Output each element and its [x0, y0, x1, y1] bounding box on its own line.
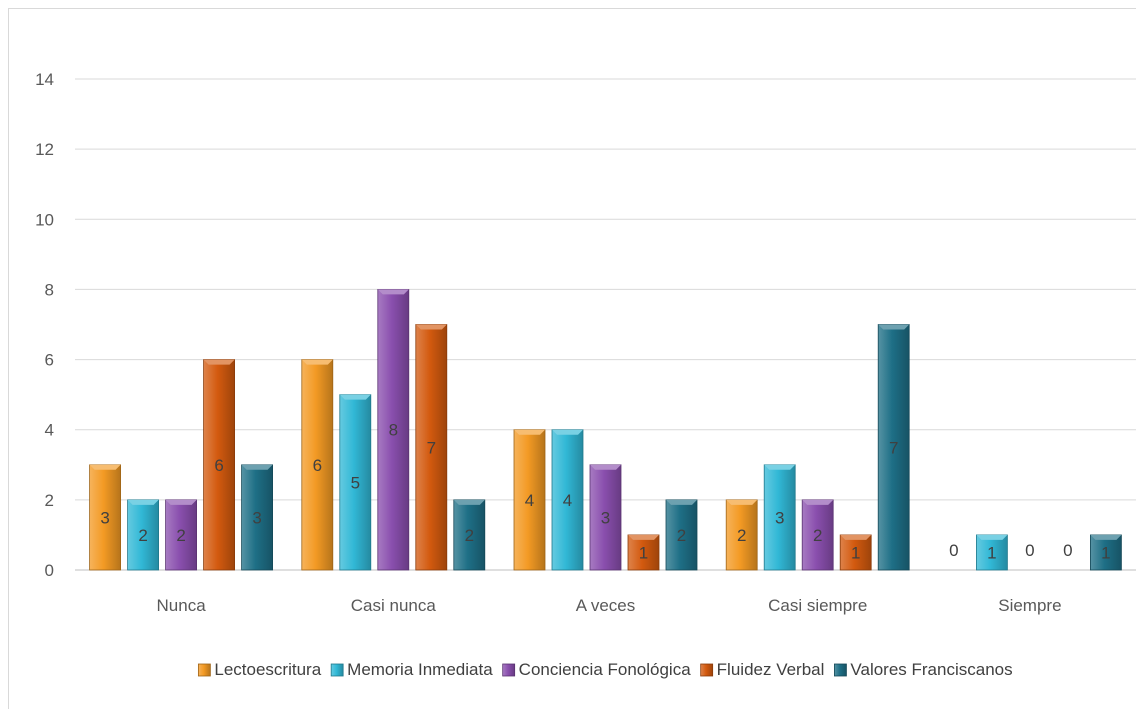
- data-label: 2: [138, 526, 147, 545]
- bar[interactable]: [301, 359, 334, 571]
- y-tick-label: 14: [35, 70, 54, 89]
- data-label: 4: [563, 491, 572, 510]
- x-tick-label: Siempre: [998, 596, 1061, 615]
- y-tick-label: 6: [45, 351, 54, 370]
- bar-bevel: [764, 464, 796, 470]
- bar[interactable]: [453, 499, 486, 571]
- bar[interactable]: [665, 499, 698, 571]
- bar[interactable]: [976, 534, 1008, 571]
- bar-bevel: [878, 324, 910, 330]
- bar[interactable]: [203, 359, 236, 571]
- bar-bevel: [840, 534, 872, 540]
- data-label: 3: [601, 508, 610, 527]
- data-label: 2: [677, 526, 686, 545]
- bar-bevel: [666, 499, 697, 505]
- bar-bevel: [241, 464, 273, 470]
- data-label: 0: [1025, 541, 1034, 560]
- data-label: 2: [465, 526, 474, 545]
- legend-entry[interactable]: Valores Franciscanos: [850, 660, 1012, 679]
- data-label: 4: [525, 491, 534, 510]
- bar[interactable]: [627, 534, 660, 571]
- data-label: 1: [639, 543, 648, 562]
- bar-bevel: [203, 359, 235, 365]
- bar-bevel: [127, 499, 159, 505]
- bar-bevel: [301, 359, 333, 365]
- data-label: 1: [987, 543, 996, 562]
- data-label: 6: [313, 456, 322, 475]
- data-label: 8: [389, 421, 398, 440]
- bar-bevel: [802, 499, 834, 505]
- bar[interactable]: [513, 429, 546, 571]
- bar[interactable]: [1090, 534, 1122, 571]
- data-label: 2: [737, 526, 746, 545]
- x-tick-label: Casi siempre: [768, 596, 867, 615]
- y-tick-label: 2: [45, 491, 54, 510]
- bar[interactable]: [127, 499, 159, 571]
- bar-bevel: [377, 289, 409, 295]
- bar[interactable]: [165, 499, 198, 571]
- data-label: 1: [1101, 543, 1110, 562]
- y-tick-label: 4: [45, 421, 54, 440]
- bar-bevel: [165, 499, 197, 505]
- data-label: 6: [214, 456, 223, 475]
- bar-bevel: [415, 324, 447, 330]
- bar-bevel: [726, 499, 758, 505]
- data-label: 3: [252, 508, 261, 527]
- bar[interactable]: [839, 534, 872, 571]
- bar[interactable]: [763, 464, 796, 571]
- data-label: 3: [100, 508, 109, 527]
- bar-bevel: [453, 499, 485, 505]
- y-tick-label: 0: [45, 561, 54, 580]
- bar[interactable]: [377, 289, 410, 571]
- legend-swatch[interactable]: [197, 663, 211, 677]
- bar-bevel: [514, 429, 545, 435]
- data-label: 7: [427, 438, 436, 457]
- data-label: 0: [949, 541, 958, 560]
- bar-bevel: [590, 464, 621, 470]
- legend-entry[interactable]: Fluidez Verbal: [717, 660, 825, 679]
- data-label: 1: [851, 543, 860, 562]
- x-tick-label: Casi nunca: [351, 596, 437, 615]
- bar[interactable]: [241, 464, 274, 571]
- x-tick-label: Nunca: [157, 596, 207, 615]
- bar-bevel: [628, 534, 659, 540]
- bar[interactable]: [415, 324, 448, 571]
- bar[interactable]: [725, 499, 758, 571]
- bar-bevel: [89, 464, 121, 470]
- bar-bevel: [552, 429, 583, 435]
- legend-swatch[interactable]: [834, 663, 847, 677]
- bar-bevel: [339, 394, 371, 400]
- chart-frame: [8, 8, 1136, 709]
- x-tick-label: A veces: [576, 596, 636, 615]
- legend-swatch[interactable]: [502, 663, 516, 677]
- y-tick-label: 8: [45, 280, 54, 299]
- data-label: 0: [1063, 541, 1072, 560]
- data-label: 2: [176, 526, 185, 545]
- data-label: 3: [775, 508, 784, 527]
- data-label: 7: [889, 438, 898, 457]
- legend-entry[interactable]: Lectoescritura: [214, 660, 321, 679]
- bar[interactable]: [339, 394, 372, 571]
- data-label: 2: [813, 526, 822, 545]
- legend-swatch[interactable]: [330, 663, 344, 677]
- bar-bevel: [1090, 534, 1122, 540]
- bar[interactable]: [801, 499, 834, 571]
- y-tick-label: 10: [35, 210, 54, 229]
- data-label: 5: [351, 473, 360, 492]
- legend-swatch[interactable]: [700, 663, 714, 677]
- legend-entry[interactable]: Memoria Inmediata: [347, 660, 493, 679]
- y-tick-label: 12: [35, 140, 54, 159]
- bar-bevel: [976, 534, 1008, 540]
- bar[interactable]: [589, 464, 622, 571]
- legend-entry[interactable]: Conciencia Fonológica: [519, 660, 692, 679]
